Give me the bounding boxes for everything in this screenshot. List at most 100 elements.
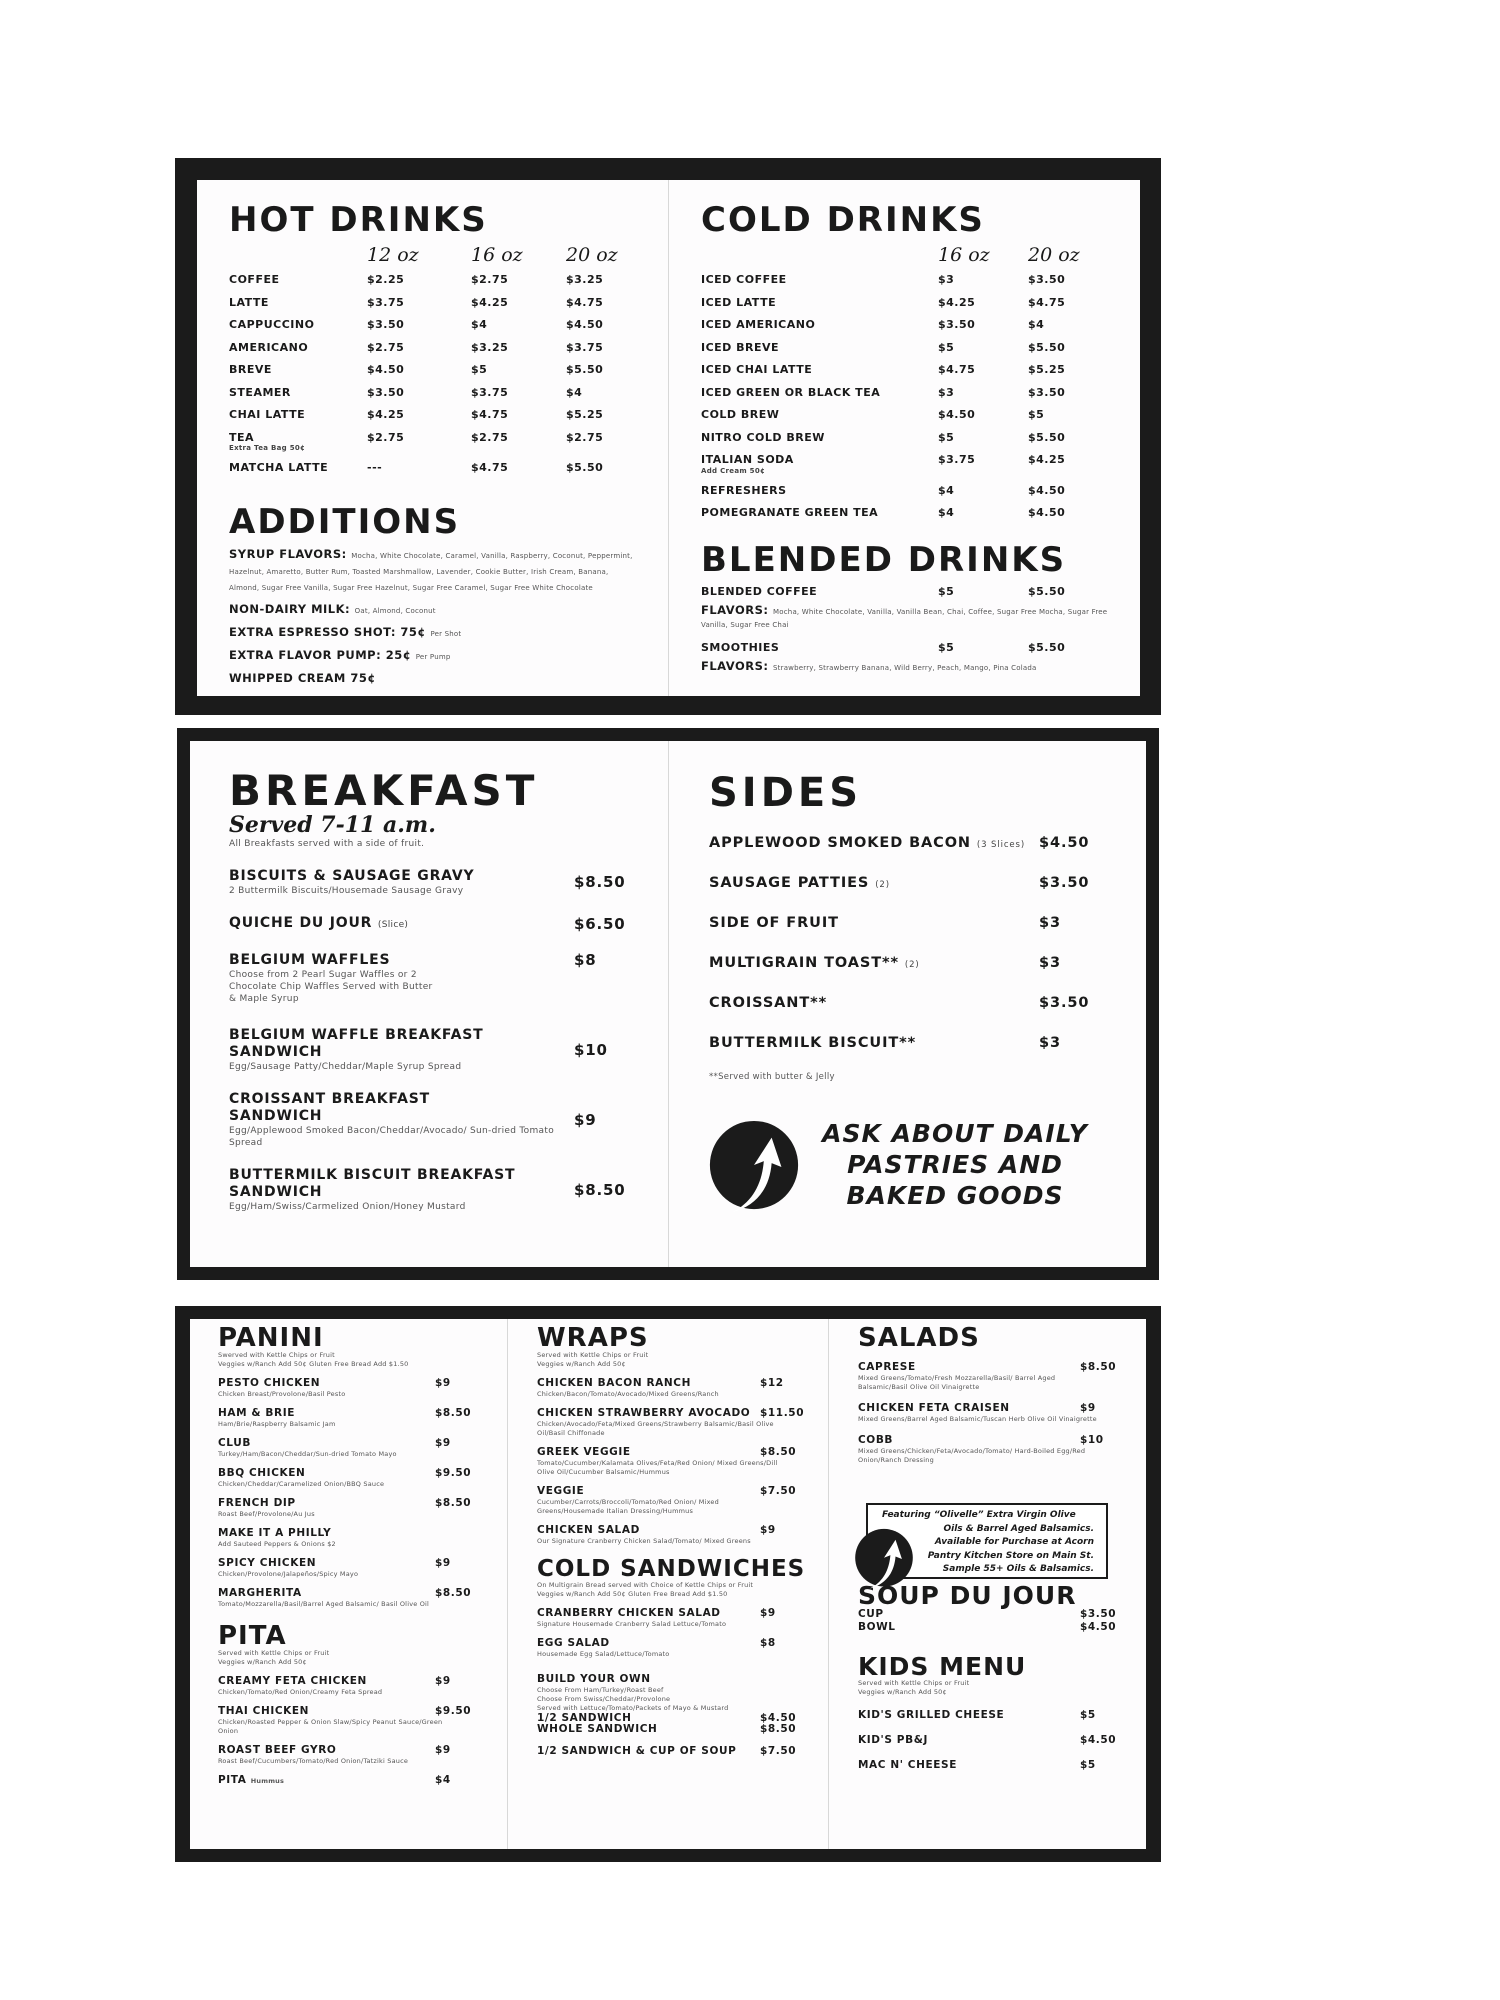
addition-detail: Oat, Almond, Coconut — [354, 607, 436, 615]
item-name: WHOLE SANDWICH — [537, 1723, 658, 1735]
item-price: $9 — [435, 1377, 451, 1389]
item-name: SPICY CHICKEN — [218, 1557, 317, 1569]
item-description: Signature Housemade Cranberry Salad Lett… — [537, 1620, 727, 1628]
item-price: $4 — [1028, 318, 1045, 331]
item-name: BUTTERMILK BISCUIT BREAKFAST SANDWICH — [229, 1167, 516, 1200]
menu-item: CHICKEN FETA CRAISEN $9 Mixed Greens/Barre… — [858, 1402, 1128, 1424]
item-price: $3.50 — [938, 318, 976, 331]
item-price: $9 — [435, 1744, 451, 1756]
item-price: $11.50 — [760, 1407, 805, 1419]
salads-title: SALADS — [858, 1323, 980, 1353]
menu-item-row: COBB $10 — [858, 1434, 1128, 1447]
menu-row: STEAMER $3.50 $3.75 $4 — [229, 382, 649, 405]
menu-item: PITA Hummus $4 — [218, 1774, 488, 1787]
item-price: $4 — [938, 506, 955, 519]
menu-item-row: SPICY CHICKEN $9 — [218, 1557, 488, 1570]
item-description: Chicken/Bacon/Tomato/Avocado/Mixed Green… — [537, 1390, 719, 1398]
addition-label: EXTRA ESPRESSO SHOT: 75¢ — [229, 625, 426, 639]
item-price: $9 — [435, 1675, 451, 1687]
kids-title: KIDS MENU — [858, 1652, 1027, 1681]
item-name: BBQ CHICKEN — [218, 1467, 306, 1479]
item-price: $4 — [471, 318, 488, 331]
flavors-line: FLAVORS: Mocha, White Chocolate, Vanilla… — [701, 603, 1121, 631]
additions-title: ADDITIONS — [229, 502, 461, 542]
menu-item: ROAST BEEF GYRO $9 Roast Beef/Cucumbers/To… — [218, 1744, 488, 1766]
item-price: $10 — [574, 1040, 608, 1059]
item-name: BISCUITS & SAUSAGE GRAVY — [229, 868, 475, 884]
section-subtitle: Veggies w/Ranch Add 50¢ — [537, 1360, 626, 1368]
item-description: Turkey/Ham/Bacon/Cheddar/Sun-dried Tomat… — [218, 1450, 397, 1458]
item-price: $4.50 — [367, 363, 405, 376]
item-name-wrap: CAPRESE — [858, 1361, 1080, 1374]
item-name: CUP — [858, 1608, 884, 1620]
promo-line: ASK ABOUT DAILY — [822, 1119, 1088, 1148]
item-price: $4 — [566, 385, 583, 399]
menu-row: ITALIAN SODA $3.75 $4.25 — [701, 449, 1121, 472]
item-price: $2.25 — [367, 273, 405, 286]
drinks-divider — [668, 180, 669, 696]
item-price: $4.75 — [471, 461, 509, 474]
item-name-wrap: COBB — [858, 1434, 1080, 1447]
item-price: $5 — [938, 641, 955, 654]
menu-item: MARGHERITA $8.50 Tomato/Mozzarella/Basil/B… — [218, 1587, 488, 1609]
menu-item: THAI CHICKEN $9.50 Chicken/Roasted Pepper … — [218, 1705, 488, 1736]
menu-row: ICED BREVE $5 $5.50 — [701, 337, 1121, 360]
item-price: $9 — [760, 1607, 776, 1619]
sides-title: SIDES — [709, 770, 863, 816]
menu-item: CLUB $9 Turkey/Ham/Bacon/Cheddar/Sun-dried… — [218, 1437, 488, 1459]
menu-row: POMEGRANATE GREEN TEA $4 $4.50 — [701, 502, 1121, 525]
breakfast-item: BELGIUM WAFFLES Choose from 2 Pearl Sugar… — [229, 952, 659, 1005]
menu-item: CHICKEN SALAD $9 Our Signature Cranberry C… — [537, 1524, 807, 1546]
side-name-wrap: SAUSAGE PATTIES (2) — [709, 873, 1039, 913]
item-price: $5 — [471, 363, 488, 376]
item-price: $2.75 — [367, 430, 405, 444]
menu-item: CREAMY FETA CHICKEN $9 Chicken/Tomato/Red … — [218, 1675, 488, 1697]
item-name: COBB — [858, 1434, 894, 1446]
item-name: CLUB — [218, 1437, 251, 1449]
menu-item: CUP $3.50 — [858, 1608, 1128, 1621]
item-description: Chicken/Roasted Pepper & Onion Slaw/Spic… — [218, 1718, 443, 1735]
menu-row: TEA $2.75 $2.75 $2.75 — [229, 427, 649, 450]
menu-item-row: CAPRESE $8.50 — [858, 1361, 1128, 1374]
additions-section: ADDITIONS SYRUP FLAVORS: Mocha, White Ch… — [229, 505, 639, 692]
menu-item-row: ROAST BEEF GYRO $9 — [218, 1744, 488, 1757]
section-subtitle: Served with Kettle Chips or Fruit — [858, 1679, 970, 1687]
breakfast-item-name: QUICHE DU JOUR (Slice) — [229, 915, 519, 934]
menu-row: ICED AMERICANO $3.50 $4 — [701, 314, 1121, 337]
breakfast-item-name: BELGIUM WAFFLES — [229, 952, 519, 969]
menu-item-row: CLUB $9 — [218, 1437, 488, 1450]
item-description: Add Sauteed Peppers & Onions $2 — [218, 1540, 336, 1548]
flavors-label: FLAVORS: — [701, 603, 769, 617]
item-name: THAI CHICKEN — [218, 1705, 310, 1717]
menu-item: HAM & BRIE $8.50 Ham/Brie/Raspberry Balsam… — [218, 1407, 488, 1429]
promo-line: Featuring “Olivelle” Extra Virgin Olive — [882, 1510, 1076, 1520]
item-name: ICED LATTE — [701, 295, 777, 309]
item-price: $4 — [938, 483, 955, 497]
menu-item: EGG SALAD $8 Housemade Egg Salad/Lettuce/T… — [537, 1637, 807, 1659]
item-qualifier: (Slice) — [377, 920, 409, 930]
item-name: MULTIGRAIN TOAST** — [709, 955, 899, 971]
item-description: Chicken/Provolone/Jalapeños/Spicy Mayo — [218, 1570, 359, 1578]
menu-item-row: PITA Hummus $4 — [218, 1774, 488, 1787]
breakfast-note: All Breakfasts served with a side of fru… — [229, 839, 425, 849]
item-description: Chicken/Cheddar/Caramelized Onion/BBQ Sa… — [218, 1480, 385, 1488]
menu-item: BOWL $4.50 — [858, 1621, 1128, 1634]
item-name: BREVE — [229, 363, 272, 376]
side-item: BUTTERMILK BISCUIT** $3 — [709, 1033, 1139, 1073]
addition-label: NON-DAIRY MILK: — [229, 602, 351, 616]
breakfast-item-text: BELGIUM WAFFLES Choose from 2 Pearl Sugar… — [229, 952, 574, 1005]
menu-row: BREVE $4.50 $5 $5.50 — [229, 359, 649, 382]
item-name: BOWL — [858, 1621, 896, 1633]
item-name: SAUSAGE PATTIES — [709, 875, 870, 891]
cold-drinks-title: COLD DRINKS — [701, 200, 985, 240]
cold-drinks-section: COLD DRINKS 16 oz 20 oz ICED COFFEE $3 $3.50… — [701, 203, 1121, 525]
side-name-wrap: BUTTERMILK BISCUIT** — [709, 1033, 1039, 1073]
item-name: SIDE OF FRUIT — [709, 915, 839, 931]
menu-item: BBQ CHICKEN $9.50 Chicken/Cheddar/Carameli… — [218, 1467, 488, 1489]
item-price: $9 — [435, 1557, 451, 1569]
item-price: $3.75 — [566, 340, 604, 354]
item-name: CHICKEN FETA CRAISEN — [858, 1402, 1010, 1414]
menu-item-row: CHICKEN FETA CRAISEN $9 — [858, 1402, 1128, 1415]
item-name: REFRESHERS — [701, 483, 787, 497]
item-qualifier: (2) — [875, 880, 890, 890]
